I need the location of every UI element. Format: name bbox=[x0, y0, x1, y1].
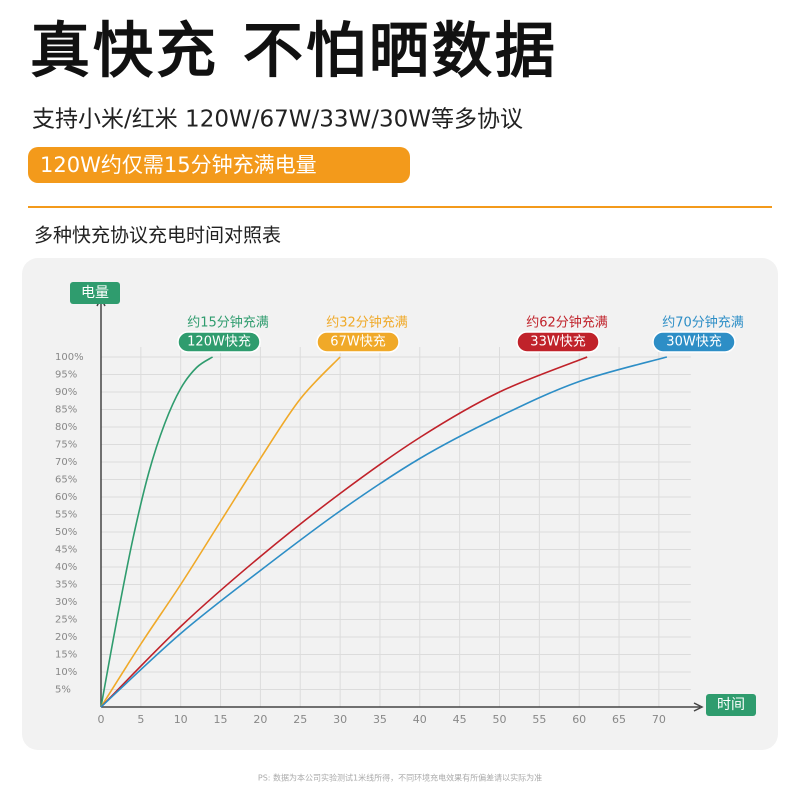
series-annotation: 约62分钟充满 bbox=[526, 315, 608, 331]
x-tick-label: 5 bbox=[137, 713, 144, 726]
x-tick-label: 50 bbox=[493, 713, 507, 726]
y-tick-label: 45% bbox=[55, 545, 77, 556]
y-tick-label: 65% bbox=[55, 475, 77, 486]
y-tick-label: 5% bbox=[55, 685, 71, 696]
x-tick-label: 15 bbox=[214, 713, 228, 726]
x-tick-label: 0 bbox=[98, 713, 105, 726]
y-tick-label: 90% bbox=[55, 387, 77, 398]
y-tick-label: 95% bbox=[55, 370, 77, 381]
x-axis-arrow bbox=[693, 702, 704, 712]
subtitle: 支持小米/红米 120W/67W/33W/30W等多协议 bbox=[32, 107, 523, 133]
y-tick-label: 80% bbox=[55, 422, 77, 433]
legend-entry: 67W快充 bbox=[330, 334, 385, 350]
x-tick-label: 65 bbox=[612, 713, 626, 726]
legend-badge bbox=[177, 331, 261, 353]
legend-entry: 33W快充 bbox=[530, 334, 585, 350]
x-tick-label: 30 bbox=[333, 713, 347, 726]
y-tick-label: 40% bbox=[55, 562, 77, 573]
chart: 5% 10% 15% 20% 25% 30% 35% 40% 45% 50% 55% 60% 65% 70… bbox=[55, 282, 756, 726]
y-tick-label: 25% bbox=[55, 615, 77, 626]
x-tick-label: 25 bbox=[293, 713, 307, 726]
badge-bg bbox=[28, 147, 410, 183]
x-tick-label: 35 bbox=[373, 713, 387, 726]
headline: 真快充 不怕晒数据 bbox=[30, 17, 558, 87]
y-tick-label: 100% bbox=[55, 352, 84, 363]
y-tick-label: 30% bbox=[55, 597, 77, 608]
legend-badge bbox=[516, 331, 600, 353]
legend-badge bbox=[652, 331, 736, 353]
series-line bbox=[100, 356, 668, 708]
x-label-bg bbox=[706, 694, 756, 716]
y-tick-label: 75% bbox=[55, 440, 77, 451]
y-tick-label: 15% bbox=[55, 650, 77, 661]
legend-entry: 120W快充 bbox=[187, 334, 251, 350]
series-line bbox=[100, 356, 214, 708]
y-tick-label: 60% bbox=[55, 492, 77, 503]
x-tick-label: 70 bbox=[652, 713, 666, 726]
badge: 120W约仅需15分钟充满电量 bbox=[40, 153, 317, 177]
series-annotation: 约32分钟充满 bbox=[326, 315, 408, 331]
x-tick-label: 20 bbox=[253, 713, 267, 726]
series-line bbox=[100, 356, 588, 708]
x-tick-label: 40 bbox=[413, 713, 427, 726]
y-tick-label: 20% bbox=[55, 632, 77, 643]
x-tick-label: 45 bbox=[453, 713, 467, 726]
series-annotation: 约70分钟充满 bbox=[662, 315, 744, 331]
series-line bbox=[100, 356, 341, 708]
y-tick-label: 50% bbox=[55, 527, 77, 538]
footnote: PS: 数据为本公司实验测试1米线所得，不同环境充电效果有所偏差请以实际为准 bbox=[258, 773, 542, 783]
y-tick-label: 85% bbox=[55, 405, 77, 416]
x-tick-label: 10 bbox=[174, 713, 188, 726]
y-tick-label: 35% bbox=[55, 580, 77, 591]
y-label-bg bbox=[70, 282, 120, 304]
series-annotation: 约15分钟充满 bbox=[187, 315, 269, 331]
legend-entry: 30W快充 bbox=[666, 334, 721, 350]
y-tick-label: 55% bbox=[55, 510, 77, 521]
x-tick-label: 55 bbox=[532, 713, 546, 726]
section-title: 多种快充协议充电时间对照表 bbox=[34, 225, 281, 247]
y-axis-label: 电量 bbox=[81, 285, 109, 301]
legend-badge bbox=[316, 331, 400, 353]
x-tick-label: 60 bbox=[572, 713, 586, 726]
x-axis-label: 时间 bbox=[717, 697, 745, 713]
y-tick-label: 10% bbox=[55, 667, 77, 678]
y-tick-label: 70% bbox=[55, 457, 77, 468]
chart-panel bbox=[22, 258, 778, 750]
